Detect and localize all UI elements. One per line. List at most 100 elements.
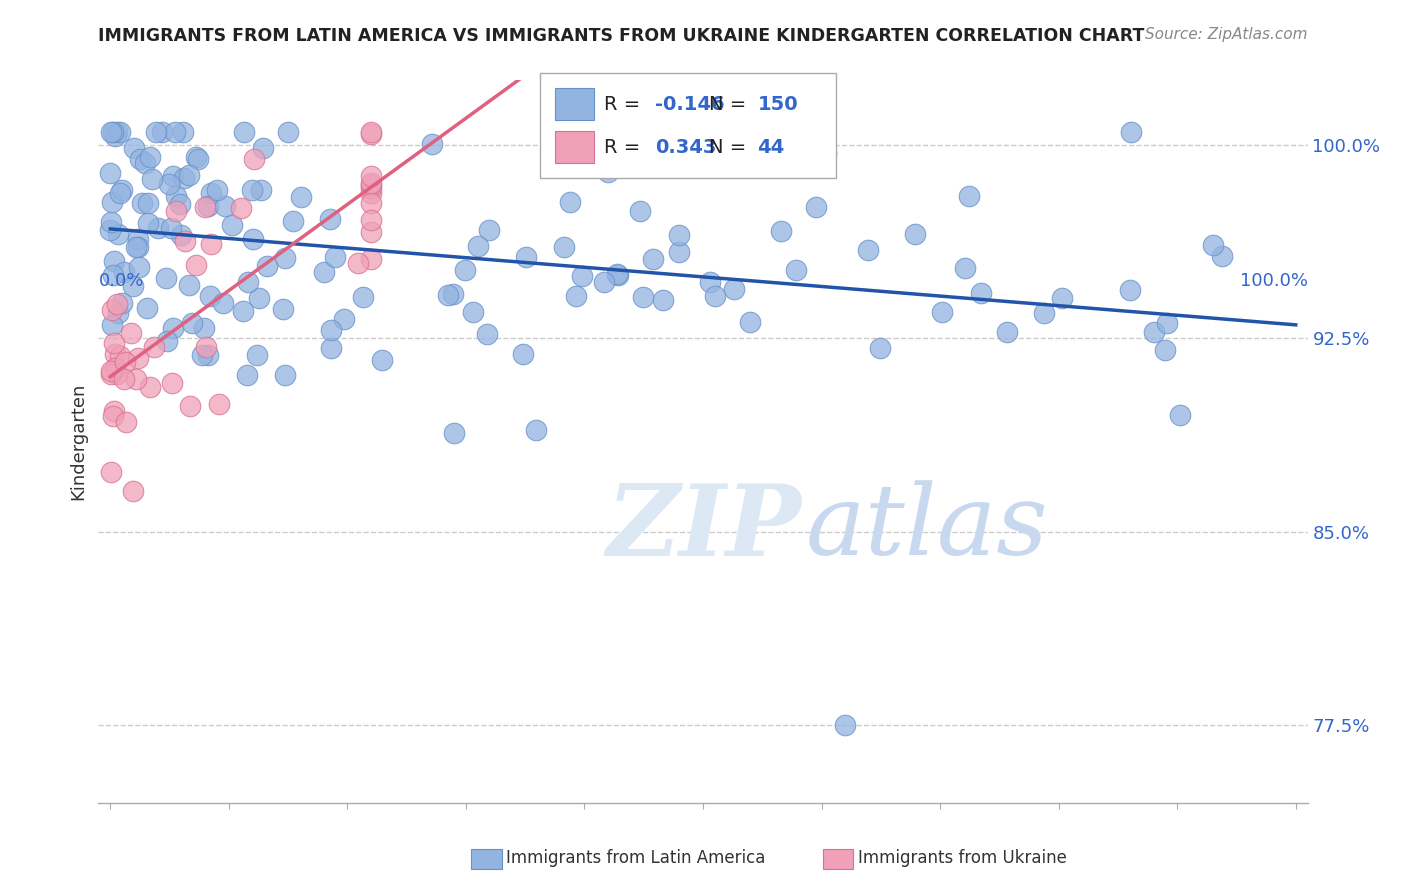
Point [467, 239, 489, 253]
Point [312, 265, 335, 279]
Point [103, 125, 125, 139]
Point [186, 150, 208, 164]
Point [105, 296, 128, 310]
Point [111, 296, 134, 310]
Point [273, 251, 295, 265]
Point [247, 291, 270, 305]
Text: Immigrants from Ukraine: Immigrants from Ukraine [858, 849, 1067, 867]
Point [360, 186, 382, 200]
Point [165, 125, 187, 139]
Point [101, 195, 124, 210]
Point [553, 240, 575, 254]
Point [100, 215, 122, 229]
Point [524, 423, 547, 437]
Point [124, 240, 146, 254]
Point [125, 372, 148, 386]
Point [208, 397, 231, 411]
Point [606, 268, 628, 282]
Point [606, 267, 628, 281]
Point [146, 220, 169, 235]
Point [150, 125, 173, 139]
Text: 100.0%: 100.0% [1240, 272, 1308, 290]
Point [111, 183, 134, 197]
Point [100, 364, 122, 378]
Point [641, 252, 664, 266]
Point [1153, 343, 1175, 358]
Point [214, 199, 236, 213]
Text: Immigrants from Latin America: Immigrants from Latin America [506, 849, 765, 867]
Point [360, 169, 382, 184]
Point [246, 348, 269, 362]
Point [804, 201, 827, 215]
Point [127, 351, 149, 365]
Point [904, 227, 927, 242]
Point [319, 342, 342, 356]
Point [273, 301, 295, 316]
Point [290, 190, 312, 204]
Point [170, 227, 193, 242]
Point [598, 165, 620, 179]
Point [565, 289, 588, 303]
Point [769, 224, 792, 238]
Point [437, 288, 460, 302]
Point [319, 323, 342, 337]
Point [277, 125, 299, 139]
Point [360, 181, 382, 195]
Point [858, 244, 880, 258]
Point [122, 278, 145, 293]
Text: N =: N = [709, 95, 752, 113]
Point [103, 254, 125, 268]
Point [169, 197, 191, 211]
Point [128, 260, 150, 274]
Point [135, 301, 157, 315]
Point [571, 268, 593, 283]
Point [957, 188, 980, 202]
Point [155, 271, 177, 285]
Point [115, 415, 138, 429]
Point [156, 334, 179, 349]
Point [478, 222, 501, 236]
Point [134, 156, 156, 170]
Point [273, 368, 295, 383]
Point [104, 361, 127, 376]
Point [668, 228, 690, 243]
Point [157, 177, 180, 191]
Point [463, 305, 485, 319]
Point [177, 168, 200, 182]
Point [360, 125, 382, 139]
Point [190, 348, 212, 362]
Point [1052, 291, 1074, 305]
Point [360, 178, 382, 192]
Point [200, 186, 222, 200]
Point [124, 140, 146, 154]
Point [970, 286, 993, 301]
Point [104, 129, 127, 144]
Point [699, 276, 721, 290]
Point [205, 183, 228, 197]
Point [1119, 125, 1142, 139]
Y-axis label: Kindergarten: Kindergarten [69, 383, 87, 500]
Point [103, 404, 125, 418]
Text: N =: N = [709, 138, 752, 157]
Text: ZIP: ZIP [606, 480, 801, 576]
Text: 44: 44 [758, 138, 785, 157]
Point [1032, 306, 1054, 320]
Point [200, 289, 222, 303]
Point [131, 196, 153, 211]
Point [200, 236, 222, 251]
Point [242, 232, 264, 246]
Point [197, 199, 219, 213]
Point [173, 170, 195, 185]
Point [250, 183, 273, 197]
Point [103, 409, 125, 424]
Point [142, 340, 165, 354]
Point [592, 276, 614, 290]
Point [101, 268, 124, 282]
Point [104, 347, 127, 361]
Point [631, 290, 654, 304]
Point [160, 220, 183, 235]
Point [194, 340, 217, 354]
Point [441, 287, 464, 301]
Point [136, 216, 159, 230]
Point [108, 349, 131, 363]
